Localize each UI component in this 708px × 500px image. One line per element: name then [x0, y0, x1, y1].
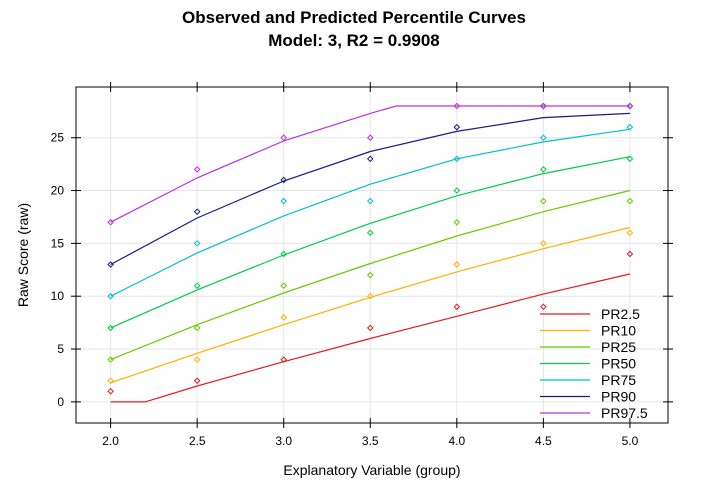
observed-points: [107, 102, 634, 395]
curve-pr90: [110, 112, 630, 266]
observed-point-pr50: [453, 187, 461, 194]
observed-point-pr97-5: [107, 218, 114, 226]
x-tick-label: 2.0: [102, 434, 119, 448]
observed-point-pr2-5: [107, 387, 114, 395]
x-tick-label: 3.0: [275, 434, 292, 448]
observed-point-pr10: [280, 314, 288, 321]
observed-point-pr75: [453, 155, 461, 163]
observed-point-pr2-5: [280, 356, 288, 363]
observed-point-pr75: [626, 123, 634, 131]
observed-point-pr25: [107, 356, 114, 363]
curve-pr10: [110, 226, 631, 384]
observed-point-pr10: [366, 292, 374, 300]
y-tick-label: 15: [51, 236, 65, 250]
observed-point-pr75: [193, 240, 201, 247]
observed-point-pr75: [540, 134, 547, 142]
curve-pr50: [110, 156, 631, 329]
observed-point-pr10: [107, 377, 114, 385]
observed-point-pr90: [366, 155, 374, 163]
observed-point-pr25: [280, 282, 288, 289]
observed-point-pr90: [193, 208, 201, 215]
observed-point-pr25: [366, 271, 374, 279]
observed-point-pr97-5: [366, 134, 374, 142]
y-tick-label: 25: [51, 131, 65, 145]
observed-point-pr25: [193, 324, 201, 332]
legend-label-pr97-5: PR97.5: [601, 405, 648, 421]
observed-point-pr97-5: [453, 102, 461, 110]
curve-pr75: [110, 128, 630, 297]
y-tick-label: 10: [51, 289, 65, 303]
x-tick-label: 4.0: [448, 434, 465, 448]
observed-point-pr97-5: [540, 102, 547, 110]
y-axis-label: Raw Score (raw): [15, 203, 31, 307]
observed-point-pr25: [540, 197, 547, 205]
legend-label-pr25: PR25: [601, 339, 636, 355]
chart-subtitle: Model: 3, R2 = 0.9908: [268, 31, 440, 50]
observed-point-pr2-5: [366, 324, 374, 332]
observed-point-pr50: [193, 282, 201, 289]
observed-point-pr97-5: [280, 134, 288, 142]
observed-point-pr10: [540, 240, 547, 247]
observed-point-pr25: [626, 197, 634, 205]
x-tick-label: 4.5: [535, 434, 552, 448]
observed-point-pr90: [107, 261, 114, 268]
observed-point-pr10: [453, 261, 461, 268]
legend-label-pr90: PR90: [601, 389, 636, 405]
observed-point-pr50: [626, 155, 634, 163]
observed-point-pr75: [107, 292, 114, 300]
y-tick-label: 20: [51, 184, 65, 198]
observed-point-pr75: [366, 197, 374, 205]
observed-point-pr10: [626, 229, 634, 237]
x-axis-label: Explanatory Variable (group): [283, 462, 460, 478]
observed-point-pr50: [540, 166, 547, 173]
chart-title: Observed and Predicted Percentile Curves: [182, 8, 526, 27]
observed-point-pr97-5: [626, 102, 634, 110]
observed-point-pr2-5: [453, 303, 461, 311]
observed-point-pr2-5: [540, 303, 547, 311]
observed-point-pr2-5: [193, 377, 201, 385]
curve-pr2-5: [110, 273, 631, 403]
observed-point-pr25: [453, 218, 461, 226]
plot-area-frame: [75, 86, 669, 424]
observed-point-pr2-5: [626, 250, 634, 258]
legend-label-pr75: PR75: [601, 372, 636, 388]
observed-point-pr97-5: [193, 166, 201, 173]
observed-point-pr75: [280, 197, 288, 205]
x-tick-label: 2.5: [189, 434, 206, 448]
y-tick-label: 0: [57, 395, 64, 409]
observed-point-pr50: [107, 324, 114, 332]
observed-point-pr50: [280, 250, 288, 258]
x-tick-label: 3.5: [362, 434, 379, 448]
observed-point-pr90: [280, 176, 288, 184]
y-tick-label: 5: [57, 342, 64, 356]
legend-label-pr50: PR50: [601, 356, 636, 372]
observed-point-pr50: [366, 229, 374, 237]
legend-label-pr2-5: PR2.5: [601, 306, 640, 322]
legend-label-pr10: PR10: [601, 323, 636, 339]
predicted-curves: [110, 105, 631, 403]
observed-point-pr10: [193, 356, 201, 363]
x-tick-label: 5.0: [622, 434, 639, 448]
axis-ticks: 2.0 2.5 3.0 3.5 4.0 4.5 5.0 0 5 10 15 20 25: [51, 82, 673, 448]
curve-pr97-5: [110, 105, 630, 223]
observed-point-pr90: [453, 123, 461, 131]
